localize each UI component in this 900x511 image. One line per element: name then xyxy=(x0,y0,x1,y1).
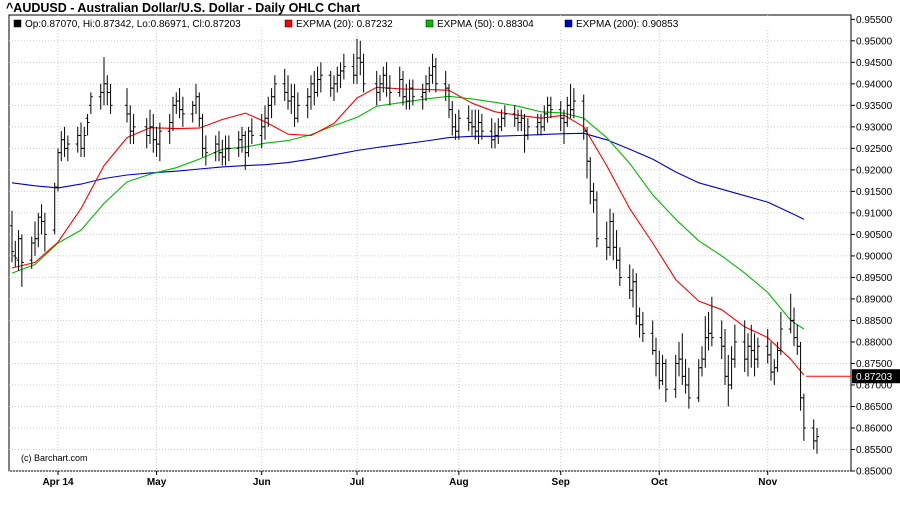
month-label: Sep xyxy=(552,477,570,488)
ohlc-bar xyxy=(617,247,622,287)
y-tick-label: 0.94000 xyxy=(856,79,893,90)
y-tick-label: 0.95500 xyxy=(856,15,893,26)
ohlc-bar xyxy=(341,53,346,80)
y-tick-label: 0.88000 xyxy=(856,337,893,348)
month-label: Aug xyxy=(449,477,468,488)
ohlc-bar xyxy=(249,118,254,145)
ohlc-bar xyxy=(663,359,668,403)
ohlc-bar xyxy=(456,109,461,140)
ohlc-bar xyxy=(778,311,783,355)
y-tick-label: 0.89500 xyxy=(856,273,893,284)
y-tick-label: 0.87000 xyxy=(856,380,893,391)
ema-lines xyxy=(11,86,805,376)
credit-text: (c) Barchart.com xyxy=(21,453,88,463)
month-label: Jul xyxy=(350,477,365,488)
x-axis: Apr 14 May Jun Jul Aug Sep Oct Nov xyxy=(42,471,778,488)
ohlc-bars xyxy=(10,38,819,454)
y-tick-label: 0.92000 xyxy=(856,165,893,176)
ohlc-bar xyxy=(180,96,185,127)
month-label: May xyxy=(147,477,167,488)
ohlc-bar xyxy=(295,92,300,123)
ohlc-bar xyxy=(131,113,136,145)
ohlc-bar xyxy=(10,210,14,263)
ohlc-bar xyxy=(65,135,70,162)
last-value-label: 0.87203 xyxy=(856,372,893,383)
ohlc-legend-text: Op:0.87070, Hi:0.87342, Lo:0.86971, Cl:0… xyxy=(25,19,241,30)
ohlc-bar xyxy=(19,234,24,287)
month-label: Oct xyxy=(651,477,668,488)
y-tick-label: 0.90500 xyxy=(856,230,893,241)
month-label: Jun xyxy=(253,477,271,488)
ohlc-bar xyxy=(410,79,415,106)
ohlc-bar xyxy=(479,113,484,140)
plot-frame xyxy=(8,14,852,472)
chart-title: ^AUDUSD - Australian Dollar/U.S. Dollar … xyxy=(6,1,361,15)
ohlc-bar xyxy=(433,58,438,93)
ema20-legend-text: EXPMA (20): 0.87232 xyxy=(296,19,393,30)
ema200-line xyxy=(11,132,805,220)
y-tick-label: 0.88500 xyxy=(856,316,893,327)
ohlc-bar xyxy=(361,53,366,93)
last-value-marker: 0.87203 xyxy=(806,369,900,384)
ohlc-bar xyxy=(272,75,277,106)
ohlc-bar xyxy=(801,393,806,441)
y-tick-label: 0.85500 xyxy=(856,445,893,456)
ohlc-bar xyxy=(318,62,323,93)
ohlc-bar xyxy=(13,240,18,267)
ohlc-bar xyxy=(88,92,93,114)
ohlc-bar xyxy=(755,337,760,368)
ohlc-bar xyxy=(732,324,737,368)
y-tick-label: 0.91000 xyxy=(856,208,893,219)
y-tick-label: 0.92500 xyxy=(856,144,893,155)
month-label: Nov xyxy=(758,477,777,488)
y-tick-label: 0.89000 xyxy=(856,294,893,305)
ohlc-bar xyxy=(42,212,47,252)
y-tick-label: 0.87500 xyxy=(856,359,893,370)
y-tick-label: 0.90000 xyxy=(856,251,893,262)
y-axis: 0.85000 0.85500 0.86000 0.86500 0.87000 0.875… xyxy=(851,15,893,478)
ema20-line xyxy=(11,86,805,376)
ohlc-bar xyxy=(108,83,113,114)
ohlc-bar xyxy=(709,296,714,347)
y-tick-label: 0.93000 xyxy=(856,122,893,133)
y-tick-label: 0.86000 xyxy=(856,423,893,434)
y-tick-label: 0.85000 xyxy=(856,467,893,478)
ohlc-bar xyxy=(85,113,90,136)
y-tick-label: 0.91500 xyxy=(856,187,893,198)
ohlc-bar xyxy=(640,311,645,342)
y-tick-label: 0.94500 xyxy=(856,58,893,69)
y-tick-label: 0.95000 xyxy=(856,36,893,47)
ohlc-bar xyxy=(594,191,599,248)
legend: Op:0.87070, Hi:0.87342, Lo:0.86971, Cl:0… xyxy=(10,16,850,30)
ema20-swatch xyxy=(284,19,293,28)
ohlc-bar xyxy=(226,135,231,162)
ema50-line xyxy=(11,95,805,330)
ohlc-bar xyxy=(82,126,87,157)
ema50-legend-text: EXPMA (50): 0.88304 xyxy=(437,19,534,30)
ohlc-swatch xyxy=(13,19,22,28)
ohlc-bar xyxy=(571,88,576,119)
ohlc-bar xyxy=(157,122,162,162)
last-value-box xyxy=(852,369,900,384)
ohlc-bar xyxy=(502,105,507,127)
ohlc-bar xyxy=(686,367,691,409)
month-label: Apr 14 xyxy=(42,477,74,488)
ohlc-bar xyxy=(525,118,530,140)
ema200-swatch xyxy=(564,19,573,28)
y-tick-label: 0.86500 xyxy=(856,402,893,413)
ohlc-bar xyxy=(548,96,553,119)
ema50-swatch xyxy=(425,19,434,28)
ohlc-bar xyxy=(387,75,392,106)
ohlc-bar xyxy=(815,427,819,454)
y-tick-label: 0.93500 xyxy=(856,101,893,112)
ema200-legend-text: EXPMA (200): 0.90853 xyxy=(576,19,679,30)
ohlc-bar xyxy=(203,135,208,166)
